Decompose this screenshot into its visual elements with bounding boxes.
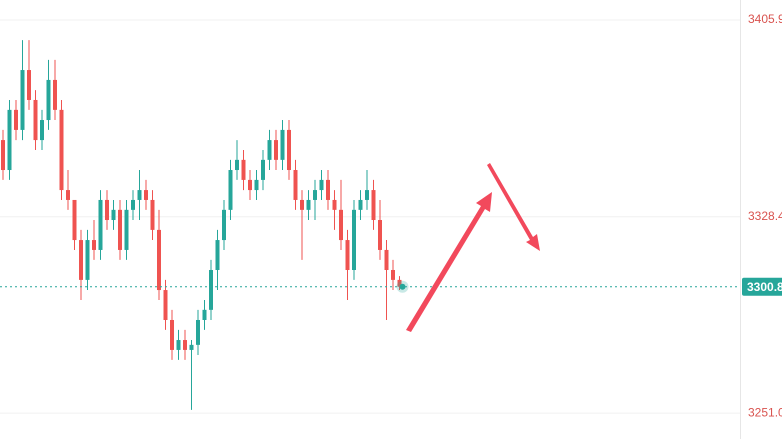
candle-body: [241, 159, 246, 180]
candle-body: [137, 190, 142, 200]
candle-body: [144, 190, 148, 200]
candle-body: [46, 79, 51, 121]
candle-body: [228, 170, 233, 210]
candle-body: [287, 129, 291, 171]
candle-body: [254, 179, 259, 191]
up-arrow: [406, 192, 492, 332]
candle-body: [66, 190, 70, 200]
last-price-dot: [399, 283, 406, 290]
candle-body: [189, 344, 194, 350]
candle-body: [1, 140, 5, 171]
candle-body: [332, 199, 337, 210]
candle-body: [397, 279, 402, 287]
candle-body: [248, 179, 252, 191]
candle-body: [7, 109, 12, 171]
candle-body: [176, 340, 181, 350]
candle-body: [53, 79, 57, 110]
y-tick-label: 3405.9: [748, 12, 782, 26]
candle-body: [111, 209, 116, 221]
candle-body: [378, 220, 382, 250]
candle-body: [293, 170, 298, 200]
candle-body: [196, 319, 200, 345]
y-tick-label: 3328.4: [748, 209, 782, 223]
down-arrow: [487, 163, 540, 251]
candle-body: [92, 240, 96, 250]
candle-body: [222, 209, 226, 241]
candle-body: [85, 240, 90, 280]
candle-body: [358, 199, 363, 210]
candle-body: [33, 99, 38, 141]
candle-body: [371, 190, 376, 221]
candle-body: [345, 240, 350, 270]
candle-body: [306, 199, 311, 210]
candle-body: [79, 240, 83, 280]
annotation-arrows: [406, 163, 540, 332]
candle-body: [209, 269, 213, 310]
candle-body: [352, 209, 356, 270]
candle-body: [339, 209, 343, 241]
candle-body: [98, 199, 103, 250]
candle-body: [280, 129, 285, 160]
candle-body: [319, 179, 324, 191]
candle-body: [163, 290, 168, 320]
candle-body: [59, 109, 64, 191]
candle-body: [384, 249, 389, 270]
candle-body: [150, 199, 155, 230]
candle-body: [157, 229, 161, 291]
candle-body: [183, 340, 187, 350]
candle-body: [170, 319, 174, 350]
candle-body: [105, 199, 109, 221]
candle-body: [261, 159, 265, 180]
candle-body: [40, 120, 44, 141]
y-tick-label: 3251.0: [748, 405, 782, 419]
candle-body: [267, 140, 272, 160]
candle-body: [300, 199, 304, 210]
candle-body: [202, 309, 207, 320]
candle-body: [14, 109, 18, 130]
candle-body: [27, 70, 31, 100]
candle-body: [235, 159, 239, 171]
current-price-badge: [742, 277, 782, 296]
candle-body: [72, 199, 77, 241]
candle-body: [124, 209, 129, 250]
candle-body: [20, 70, 25, 130]
candle-body: [215, 240, 220, 270]
candle-body: [118, 209, 122, 250]
candle-body: [274, 140, 278, 160]
current-price-label: 3300.8: [747, 280, 782, 294]
plot-area: [0, 19, 740, 414]
candle-body: [131, 199, 135, 210]
candle-body: [365, 190, 369, 200]
candle-body: [391, 269, 395, 280]
candle-body: [326, 179, 330, 200]
candle-body: [313, 190, 317, 200]
